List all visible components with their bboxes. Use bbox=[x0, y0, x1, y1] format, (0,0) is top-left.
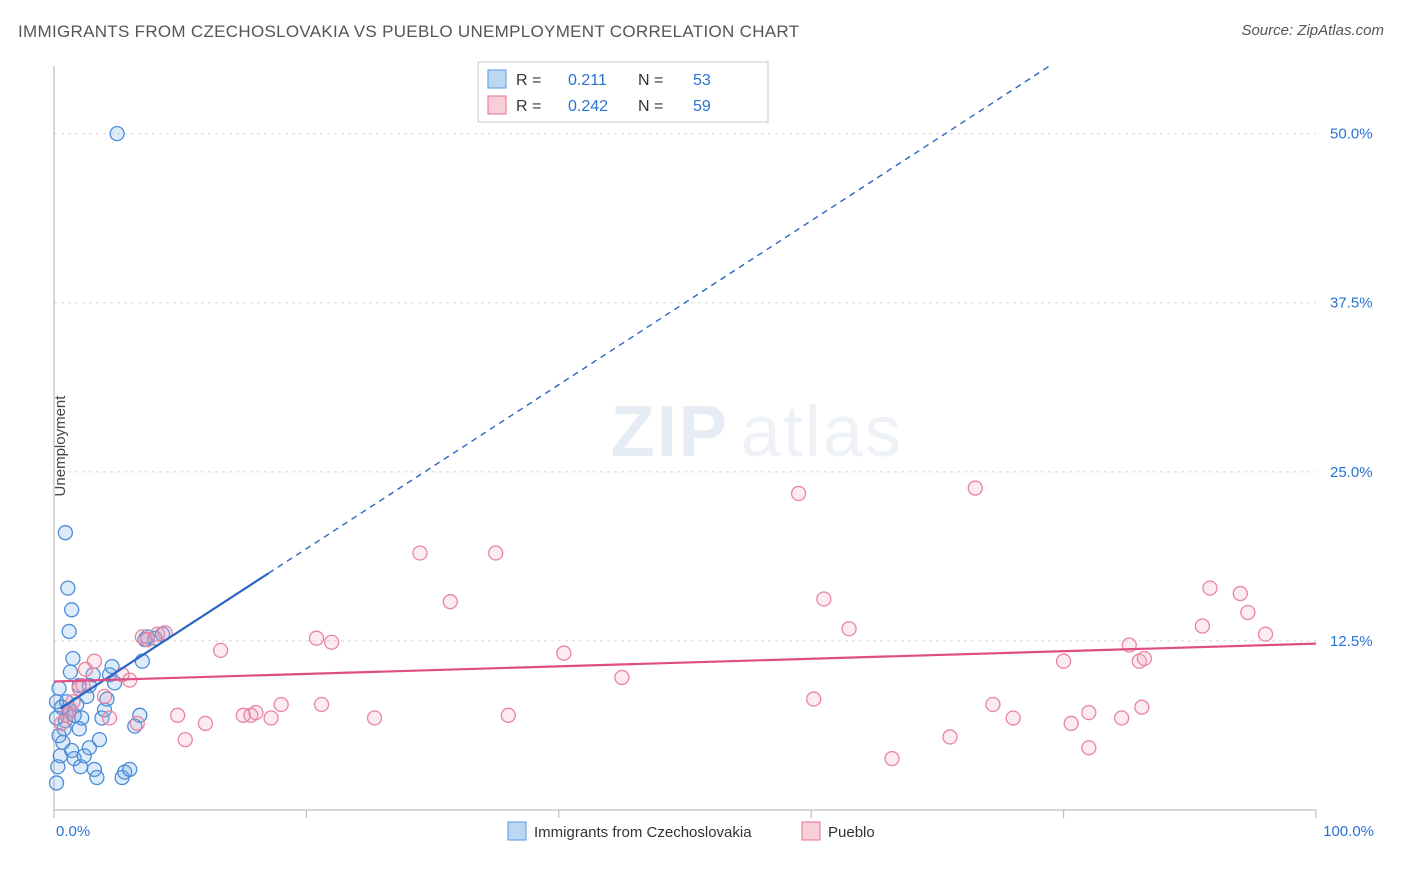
data-point bbox=[325, 635, 339, 649]
data-point bbox=[50, 776, 64, 790]
data-point bbox=[63, 665, 77, 679]
data-point bbox=[1135, 700, 1149, 714]
data-point bbox=[87, 654, 101, 668]
data-point bbox=[943, 730, 957, 744]
stats-r-label: R = bbox=[516, 98, 541, 115]
chart-title: IMMIGRANTS FROM CZECHOSLOVAKIA VS PUEBLO… bbox=[18, 22, 799, 42]
stats-n-value: 59 bbox=[693, 98, 711, 115]
trend-line bbox=[54, 644, 1316, 682]
y-tick-label: 50.0% bbox=[1330, 126, 1373, 143]
data-point bbox=[443, 595, 457, 609]
trend-line-extrapolated bbox=[269, 66, 1050, 573]
stats-r-label: R = bbox=[516, 72, 541, 89]
data-point bbox=[103, 711, 117, 725]
stats-n-label: N = bbox=[638, 98, 663, 115]
data-point bbox=[1006, 711, 1020, 725]
data-point bbox=[123, 762, 137, 776]
data-point bbox=[1203, 581, 1217, 595]
watermark-zip: ZIP bbox=[611, 392, 729, 472]
legend-swatch bbox=[802, 822, 820, 840]
data-point bbox=[58, 526, 72, 540]
data-point bbox=[309, 631, 323, 645]
data-point bbox=[968, 481, 982, 495]
data-point bbox=[178, 733, 192, 747]
legend-swatch bbox=[508, 822, 526, 840]
data-point bbox=[557, 646, 571, 660]
watermark-atlas: atlas bbox=[741, 392, 903, 472]
data-point bbox=[110, 127, 124, 141]
data-point bbox=[615, 670, 629, 684]
data-point bbox=[214, 643, 228, 657]
data-point bbox=[1082, 741, 1096, 755]
stats-n-label: N = bbox=[638, 72, 663, 89]
stats-r-value: 0.242 bbox=[568, 98, 608, 115]
data-point bbox=[249, 706, 263, 720]
stats-r-value: 0.211 bbox=[568, 72, 607, 89]
data-point bbox=[62, 624, 76, 638]
data-point bbox=[501, 708, 515, 722]
data-point bbox=[198, 716, 212, 730]
data-point bbox=[1064, 716, 1078, 730]
data-point bbox=[1082, 706, 1096, 720]
stats-n-value: 53 bbox=[693, 72, 711, 89]
legend-label: Pueblo bbox=[828, 824, 875, 841]
data-point bbox=[489, 546, 503, 560]
data-point bbox=[1259, 627, 1273, 641]
data-point bbox=[97, 689, 111, 703]
y-tick-label: 25.0% bbox=[1330, 464, 1373, 481]
data-point bbox=[842, 622, 856, 636]
x-tick-label: 100.0% bbox=[1323, 823, 1374, 840]
data-point bbox=[1057, 654, 1071, 668]
data-point bbox=[52, 681, 66, 695]
data-point bbox=[792, 486, 806, 500]
data-point bbox=[817, 592, 831, 606]
data-point bbox=[1115, 711, 1129, 725]
scatter-plot: ZIPatlas 12.5% 25.0% 37.5% 50.0% 0.0% 100.0% R … bbox=[48, 60, 1388, 852]
data-point bbox=[315, 697, 329, 711]
data-point bbox=[986, 697, 1000, 711]
data-point bbox=[885, 752, 899, 766]
legend-swatch bbox=[488, 70, 506, 88]
data-point bbox=[92, 733, 106, 747]
data-point bbox=[1241, 606, 1255, 620]
data-point bbox=[274, 697, 288, 711]
data-point bbox=[66, 651, 80, 665]
legend-swatch bbox=[488, 96, 506, 114]
data-point bbox=[368, 711, 382, 725]
data-point bbox=[130, 716, 144, 730]
data-point bbox=[807, 692, 821, 706]
data-point bbox=[413, 546, 427, 560]
data-point bbox=[61, 581, 75, 595]
source-attribution: Source: ZipAtlas.com bbox=[1241, 22, 1384, 39]
data-point bbox=[264, 711, 278, 725]
data-point bbox=[1233, 587, 1247, 601]
data-point bbox=[90, 771, 104, 785]
data-point bbox=[171, 708, 185, 722]
x-tick-label: 0.0% bbox=[56, 823, 90, 840]
data-point bbox=[1195, 619, 1209, 633]
legend-label: Immigrants from Czechoslovakia bbox=[534, 824, 752, 841]
y-tick-label: 12.5% bbox=[1330, 633, 1373, 650]
data-point bbox=[65, 603, 79, 617]
data-point bbox=[1137, 651, 1151, 665]
y-tick-label: 37.5% bbox=[1330, 295, 1373, 312]
